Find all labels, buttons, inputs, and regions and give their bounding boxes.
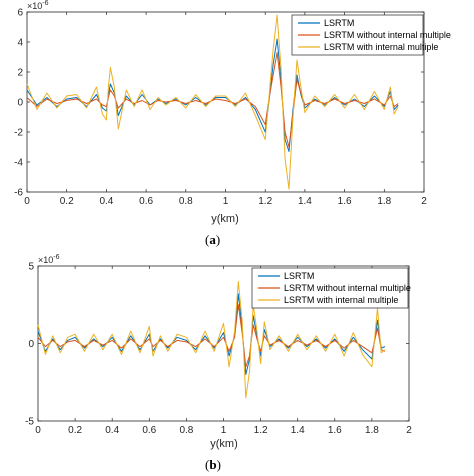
x-tick-labels-b: 0 0.2 0.4 0.6 0.8 1 1.2 1.4 1.6 1.8 2 [35,266,412,436]
x-tick-label: 1 [221,425,227,436]
y-tick-label: -6 [14,188,23,199]
x-tick-label: 0.4 [105,425,119,436]
y-tick-label: 2 [17,68,23,79]
x-tick-label: 1.4 [298,196,312,207]
legend-entry-lsrtm: LSRTM [324,18,354,28]
legend-entry-with: LSRTM with internal multiple [324,42,438,52]
x-tick-label: 1.8 [365,425,379,436]
legend-entry-without: LSRTM without internal multiple [324,30,451,40]
x-tick-label: 0 [24,196,30,207]
x-axis-label-b: y(km) [210,438,238,450]
x-tick-label: 2 [406,425,412,436]
exponent-label-a: ×10-6 [27,0,49,11]
y-tick-labels-b: 5 0 -5 [25,262,409,428]
series-line-without-a [26,52,399,148]
legend-entry-with: LSRTM with internal multiple [284,295,398,305]
x-tick-labels-a: 0 0.2 0.4 0.6 0.8 1 1.2 1.4 1.6 1.8 2 [24,12,427,207]
y-tick-label: 0 [28,339,34,350]
x-tick-label: 0.6 [142,425,156,436]
x-tick-label: 0.6 [139,196,153,207]
x-tick-label: 0.2 [60,196,74,207]
x-tick-label: 2 [421,196,427,207]
legend-a: LSRTM LSRTM without internal multiple LSRT… [291,14,451,56]
x-tick-label: 0.8 [179,425,193,436]
y-tick-labels-a: 6 4 2 0 -2 -4 -6 [14,8,424,199]
y-tick-label: -4 [14,158,23,169]
chart-panel-a: 0 0.2 0.4 0.6 0.8 1 1.2 1.4 1.6 1.8 2 6 4 2 0 -2 -4 -6 ×… [14,0,451,247]
x-tick-label: 1.4 [291,425,305,436]
series-line-with-a [26,14,399,190]
x-tick-label: 1.2 [254,425,268,436]
legend-entry-lsrtm: LSRTM [284,271,314,281]
x-axis-label-a: y(km) [211,213,239,225]
x-tick-label: 0.8 [179,196,193,207]
y-tick-label: 0 [17,98,23,109]
x-tick-label: 0.4 [99,196,113,207]
x-tick-label: 1.2 [258,196,272,207]
x-tick-label: 1.6 [338,196,352,207]
legend-entry-without: LSRTM without internal multiple [284,283,411,293]
x-tick-label: 0.2 [68,425,82,436]
x-tick-label: 1.8 [377,196,391,207]
y-tick-label: 6 [17,8,23,19]
legend-b: LSRTM LSRTM without internal multiple LSRT… [251,267,411,309]
panel-label-a: (a) [205,232,220,247]
x-tick-label: 1 [223,196,229,207]
y-tick-label: -2 [14,128,23,139]
y-tick-label: 4 [17,38,23,49]
series-line-with-b [37,281,386,399]
series-lines-a [26,14,399,190]
x-tick-label: 1.6 [328,425,342,436]
chart-panel-b: 0 0.2 0.4 0.6 0.8 1 1.2 1.4 1.6 1.8 2 50-5 ×10-6 y… [25,254,412,472]
series-line-without-b [37,304,386,368]
y-tick-label: -5 [25,417,34,428]
panel-label-b: (b) [205,457,221,472]
y-tick-label: 5 [28,262,34,273]
x-tick-label: 0 [35,425,41,436]
exponent-label-b: ×10-6 [38,254,60,265]
series-lines-b [37,281,386,399]
